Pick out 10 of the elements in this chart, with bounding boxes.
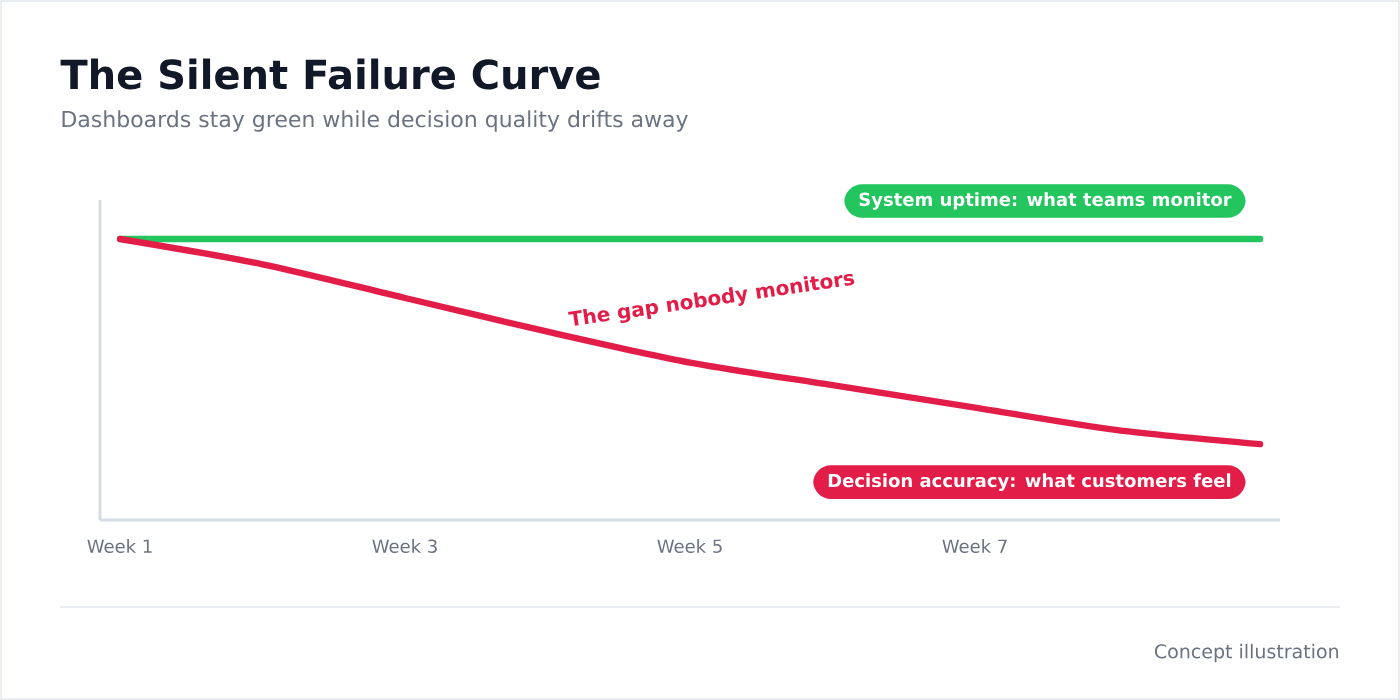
x-tick-label: Week 3 xyxy=(372,539,437,553)
x-tick-label: Week 5 xyxy=(657,539,722,553)
text: Concept illustration xyxy=(1154,643,1339,663)
series-label: Decision accuracy: what customers feel xyxy=(828,473,1231,491)
annotation: The gap nobody monitors xyxy=(568,273,855,326)
x-tick-label: Week 1 xyxy=(87,539,152,553)
x-tick-label: Week 7 xyxy=(942,539,1007,553)
chart-subtitle: Dashboards stay green while decision quality drifts away xyxy=(62,110,688,132)
chart-title: The Silent Failure Curve xyxy=(60,58,600,90)
series-label: System uptime: what teams monitor xyxy=(859,192,1232,210)
